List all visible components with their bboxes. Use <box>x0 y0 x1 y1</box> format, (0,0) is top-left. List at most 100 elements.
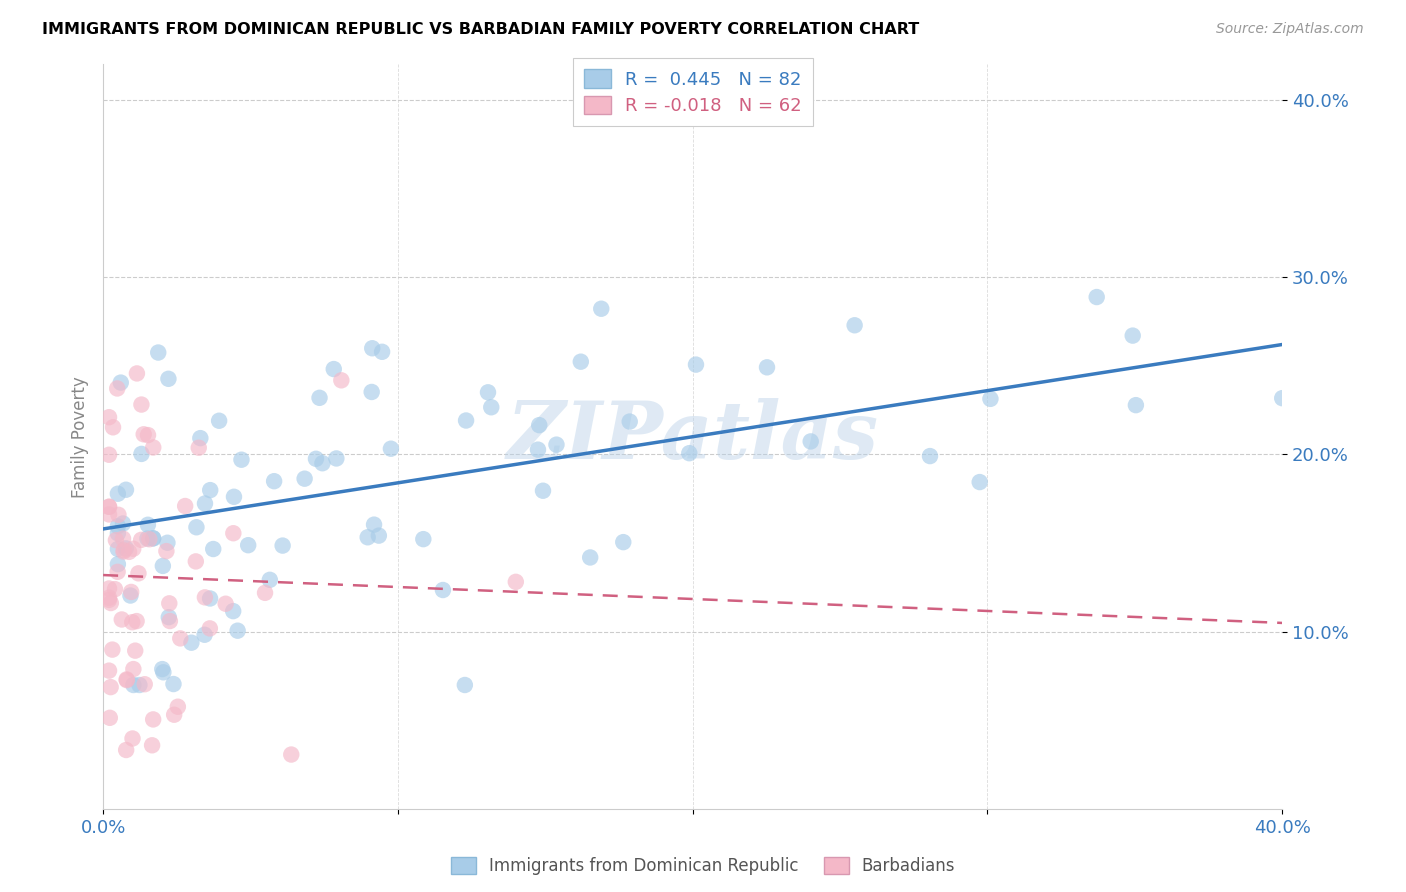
Point <box>131 447 153 461</box>
Point <box>115 483 138 497</box>
Point <box>131 398 153 412</box>
Point <box>222 490 245 504</box>
Point <box>159 614 181 628</box>
Point <box>412 532 434 546</box>
Point <box>115 673 138 688</box>
Point <box>104 582 127 597</box>
Point <box>214 597 236 611</box>
Point <box>756 360 779 375</box>
Point <box>98 582 121 596</box>
Point <box>150 662 173 676</box>
Point <box>311 456 333 470</box>
Point <box>107 565 129 579</box>
Point <box>184 554 207 568</box>
Point <box>174 499 197 513</box>
Text: Source: ZipAtlas.com: Source: ZipAtlas.com <box>1216 22 1364 37</box>
Point <box>121 731 143 746</box>
Point <box>98 500 121 514</box>
Point <box>107 526 129 541</box>
Point <box>98 711 121 725</box>
Point <box>148 345 170 359</box>
Point <box>112 544 135 558</box>
Point <box>115 673 138 687</box>
Point <box>1085 290 1108 304</box>
Point <box>367 528 389 542</box>
Point <box>134 677 156 691</box>
Point <box>685 358 707 372</box>
Point <box>152 558 174 573</box>
Point <box>1271 391 1294 405</box>
Point <box>226 624 249 638</box>
Point <box>180 636 202 650</box>
Point <box>432 582 454 597</box>
Point <box>360 384 382 399</box>
Point <box>132 427 155 442</box>
Point <box>454 413 477 427</box>
Point <box>479 401 502 415</box>
Point <box>194 628 217 642</box>
Point <box>122 541 145 556</box>
Point <box>128 678 150 692</box>
Point <box>115 743 138 757</box>
Text: IMMIGRANTS FROM DOMINICAN REPUBLIC VS BARBADIAN FAMILY POVERTY CORRELATION CHART: IMMIGRANTS FROM DOMINICAN REPUBLIC VS BA… <box>42 22 920 37</box>
Point <box>322 362 344 376</box>
Legend: R =  0.445   N = 82, R = -0.018   N = 62: R = 0.445 N = 82, R = -0.018 N = 62 <box>572 59 813 126</box>
Point <box>253 586 276 600</box>
Point <box>124 643 146 657</box>
Point <box>141 739 163 753</box>
Point <box>330 373 353 387</box>
Point <box>263 474 285 488</box>
Point <box>100 680 122 694</box>
Point <box>152 665 174 680</box>
Point <box>208 414 231 428</box>
Point <box>112 543 135 558</box>
Point <box>136 532 159 546</box>
Point <box>101 420 124 434</box>
Point <box>918 449 941 463</box>
Point <box>371 344 394 359</box>
Point <box>100 596 122 610</box>
Legend: Immigrants from Dominican Republic, Barbadians: Immigrants from Dominican Republic, Barb… <box>444 850 962 882</box>
Point <box>527 442 550 457</box>
Point <box>118 545 141 559</box>
Point <box>122 662 145 676</box>
Point <box>678 446 700 460</box>
Point <box>505 574 527 589</box>
Point <box>546 437 568 451</box>
Point <box>1125 398 1147 412</box>
Point <box>157 610 180 624</box>
Point <box>98 591 121 605</box>
Point <box>477 385 499 400</box>
Point <box>136 428 159 442</box>
Point <box>107 557 129 571</box>
Point <box>187 441 209 455</box>
Point <box>142 532 165 546</box>
Point <box>308 391 330 405</box>
Point <box>198 591 221 606</box>
Point <box>166 699 188 714</box>
Point <box>238 538 260 552</box>
Point <box>110 376 132 390</box>
Point <box>105 381 128 395</box>
Point <box>98 410 121 425</box>
Point <box>122 678 145 692</box>
Point <box>612 535 634 549</box>
Point <box>619 415 641 429</box>
Point <box>222 526 245 541</box>
Point <box>107 541 129 556</box>
Point <box>361 341 384 355</box>
Point <box>136 517 159 532</box>
Point <box>155 544 177 558</box>
Point <box>156 535 179 549</box>
Point <box>125 367 148 381</box>
Point <box>188 431 211 445</box>
Point <box>194 591 217 605</box>
Point <box>107 508 129 522</box>
Point <box>363 517 385 532</box>
Point <box>114 541 136 556</box>
Point <box>142 532 165 546</box>
Point <box>531 483 554 498</box>
Point <box>194 496 217 510</box>
Text: ZIPatlas: ZIPatlas <box>506 398 879 475</box>
Point <box>280 747 302 762</box>
